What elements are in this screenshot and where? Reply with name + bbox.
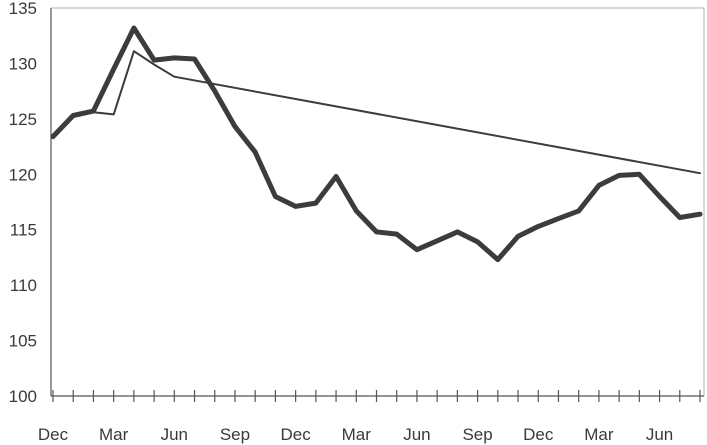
x-tick-label: Sep [220, 425, 250, 444]
x-tick-label: Sep [462, 425, 492, 444]
x-tick-label: Mar [584, 425, 614, 444]
x-tick-label: Dec [281, 425, 312, 444]
series-line-thick [50, 25, 703, 263]
y-tick-label: 110 [10, 276, 37, 295]
y-tick-label: 120 [9, 165, 37, 184]
x-tick-label: Jun [161, 425, 188, 444]
y-tick-label: 100 [9, 387, 37, 406]
x-tick-label: Jun [403, 425, 430, 444]
series-line-thin [72, 50, 701, 175]
x-tick-label: Jun [646, 425, 673, 444]
x-axis-ticks [52, 390, 701, 402]
x-axis-tick-labels: Dec Mar Jun Sep Dec Mar Jun Sep Dec Mar Jun [38, 425, 673, 444]
y-tick-label: 105 [9, 332, 37, 351]
x-tick-label: Mar [342, 425, 372, 444]
x-tick-label: Dec [523, 425, 554, 444]
data-series [50, 25, 703, 263]
y-tick-label: 135 [9, 0, 37, 18]
y-tick-label: 130 [9, 54, 37, 73]
y-tick-label: 125 [9, 110, 37, 129]
x-tick-label: Mar [99, 425, 129, 444]
plot-frame [50, 7, 705, 397]
x-tick-label: Dec [38, 425, 69, 444]
y-tick-label: 115 [10, 221, 37, 240]
y-axis-tick-labels: 100 105 110 115 120 125 130 135 [9, 0, 37, 406]
